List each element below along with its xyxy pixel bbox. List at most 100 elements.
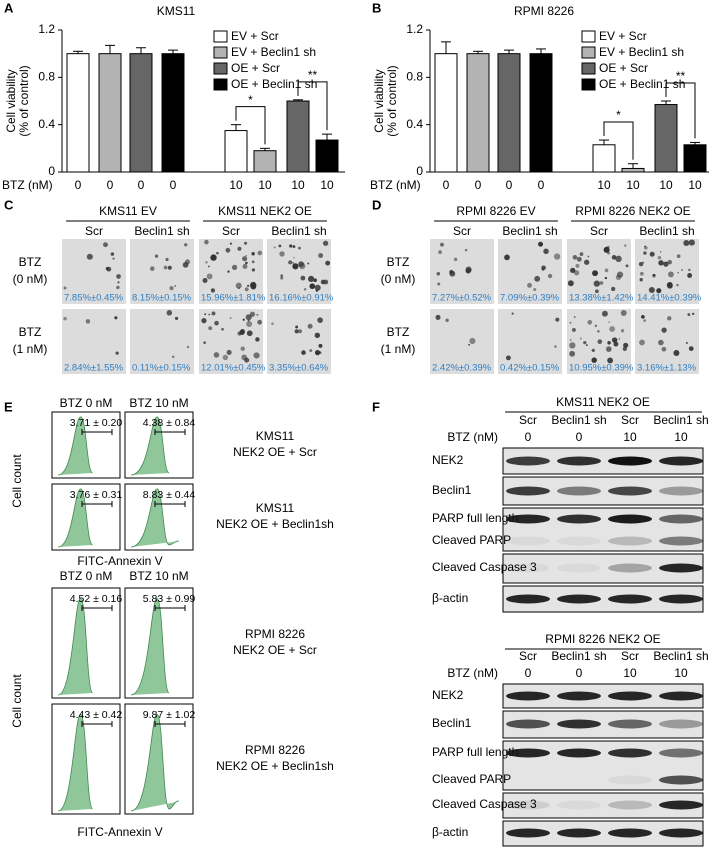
band [608, 691, 652, 701]
lane-label: Scr [621, 413, 639, 427]
protein-label: Cleaved PARP [432, 533, 511, 547]
colony [309, 349, 313, 353]
colony [641, 315, 645, 319]
colony [278, 244, 282, 248]
colony [625, 264, 629, 268]
colony [613, 341, 619, 347]
band [506, 719, 550, 729]
colony [201, 318, 207, 324]
band [659, 828, 703, 838]
chart-title: RPMI 8226 [514, 4, 574, 18]
legend-label: EV + Scr [599, 29, 647, 43]
colony [643, 251, 647, 255]
histogram [57, 488, 93, 548]
y-axis-label: Cell viability [4, 69, 18, 132]
colony [244, 357, 250, 363]
colony-image [498, 309, 562, 374]
column-label: Beclin1 sh [639, 224, 694, 238]
band [608, 514, 652, 524]
colony [591, 357, 597, 363]
colony [184, 243, 188, 247]
colony [622, 346, 627, 351]
colony [608, 321, 611, 323]
colony [571, 327, 576, 332]
colony [244, 241, 248, 245]
colony [229, 317, 232, 320]
colony [594, 324, 598, 327]
colony-percentage: 0.42%±0.15% [500, 363, 560, 374]
colony [624, 244, 627, 247]
lane-label: Scr [519, 649, 537, 663]
colony [227, 270, 230, 273]
row-label: KMS11 [256, 429, 295, 443]
band [506, 514, 550, 524]
protein-label: PARP full length [432, 511, 518, 525]
band [659, 775, 703, 785]
gate-label: 4.52 ± 0.16 [70, 593, 123, 605]
column-label: Scr [85, 224, 103, 238]
colony [683, 240, 690, 247]
colony-image [635, 239, 699, 304]
x-tick-label: 0 [75, 178, 82, 192]
colony [656, 288, 662, 294]
colony-percentage: 10.95%±0.39% [569, 363, 634, 374]
colony [242, 256, 248, 262]
band [506, 486, 550, 496]
panel-letter: E [4, 399, 13, 414]
band [557, 691, 601, 701]
colony [213, 352, 220, 358]
histogram-frame [124, 483, 194, 551]
colony [154, 254, 159, 258]
colony [317, 317, 323, 323]
significance-label: * [248, 93, 253, 107]
histogram [57, 713, 93, 812]
colony [174, 284, 177, 287]
gate-label: 4.38 ± 0.84 [143, 417, 196, 429]
colony [595, 289, 599, 294]
colony [240, 346, 245, 351]
colony [607, 357, 614, 364]
histogram [130, 713, 180, 812]
colony [292, 245, 296, 248]
band [608, 800, 652, 810]
colony [649, 251, 655, 257]
bar [315, 139, 339, 173]
histogram-frame [124, 703, 194, 815]
colony [110, 252, 115, 256]
colony [313, 278, 317, 283]
colony [603, 246, 610, 253]
btz-label: BTZ (nM) [447, 430, 498, 444]
legend-label: EV + Beclin1 sh [231, 45, 316, 59]
gate-label: 8.83 ± 0.44 [143, 489, 196, 501]
colony [205, 261, 208, 264]
colony [303, 288, 307, 291]
x-tick-label: 0 [538, 178, 545, 192]
colony [251, 268, 256, 272]
row-label: NEK2 OE + Scr [233, 643, 317, 657]
colony [599, 281, 604, 285]
group-title: RPMI 8226 EV [456, 204, 535, 218]
colony [203, 341, 206, 345]
colony [208, 326, 213, 331]
colony [579, 252, 584, 256]
colony [63, 286, 67, 290]
bar [497, 53, 521, 173]
band [557, 800, 601, 810]
histogram [130, 416, 170, 476]
colony [202, 277, 208, 283]
x-tick-label: 10 [320, 178, 334, 192]
colony [468, 343, 471, 346]
gate-label: 5.83 ± 0.99 [143, 593, 196, 605]
colony [611, 286, 616, 292]
colony [293, 256, 295, 259]
band [506, 691, 550, 701]
colony [307, 275, 315, 282]
colony [106, 266, 112, 272]
y-tick-label: 0.8 [406, 70, 423, 84]
colony [573, 316, 576, 318]
colony [298, 329, 303, 334]
colony [688, 239, 695, 246]
colony-percentage: 7.09%±0.39% [500, 293, 560, 304]
colony [547, 273, 553, 279]
